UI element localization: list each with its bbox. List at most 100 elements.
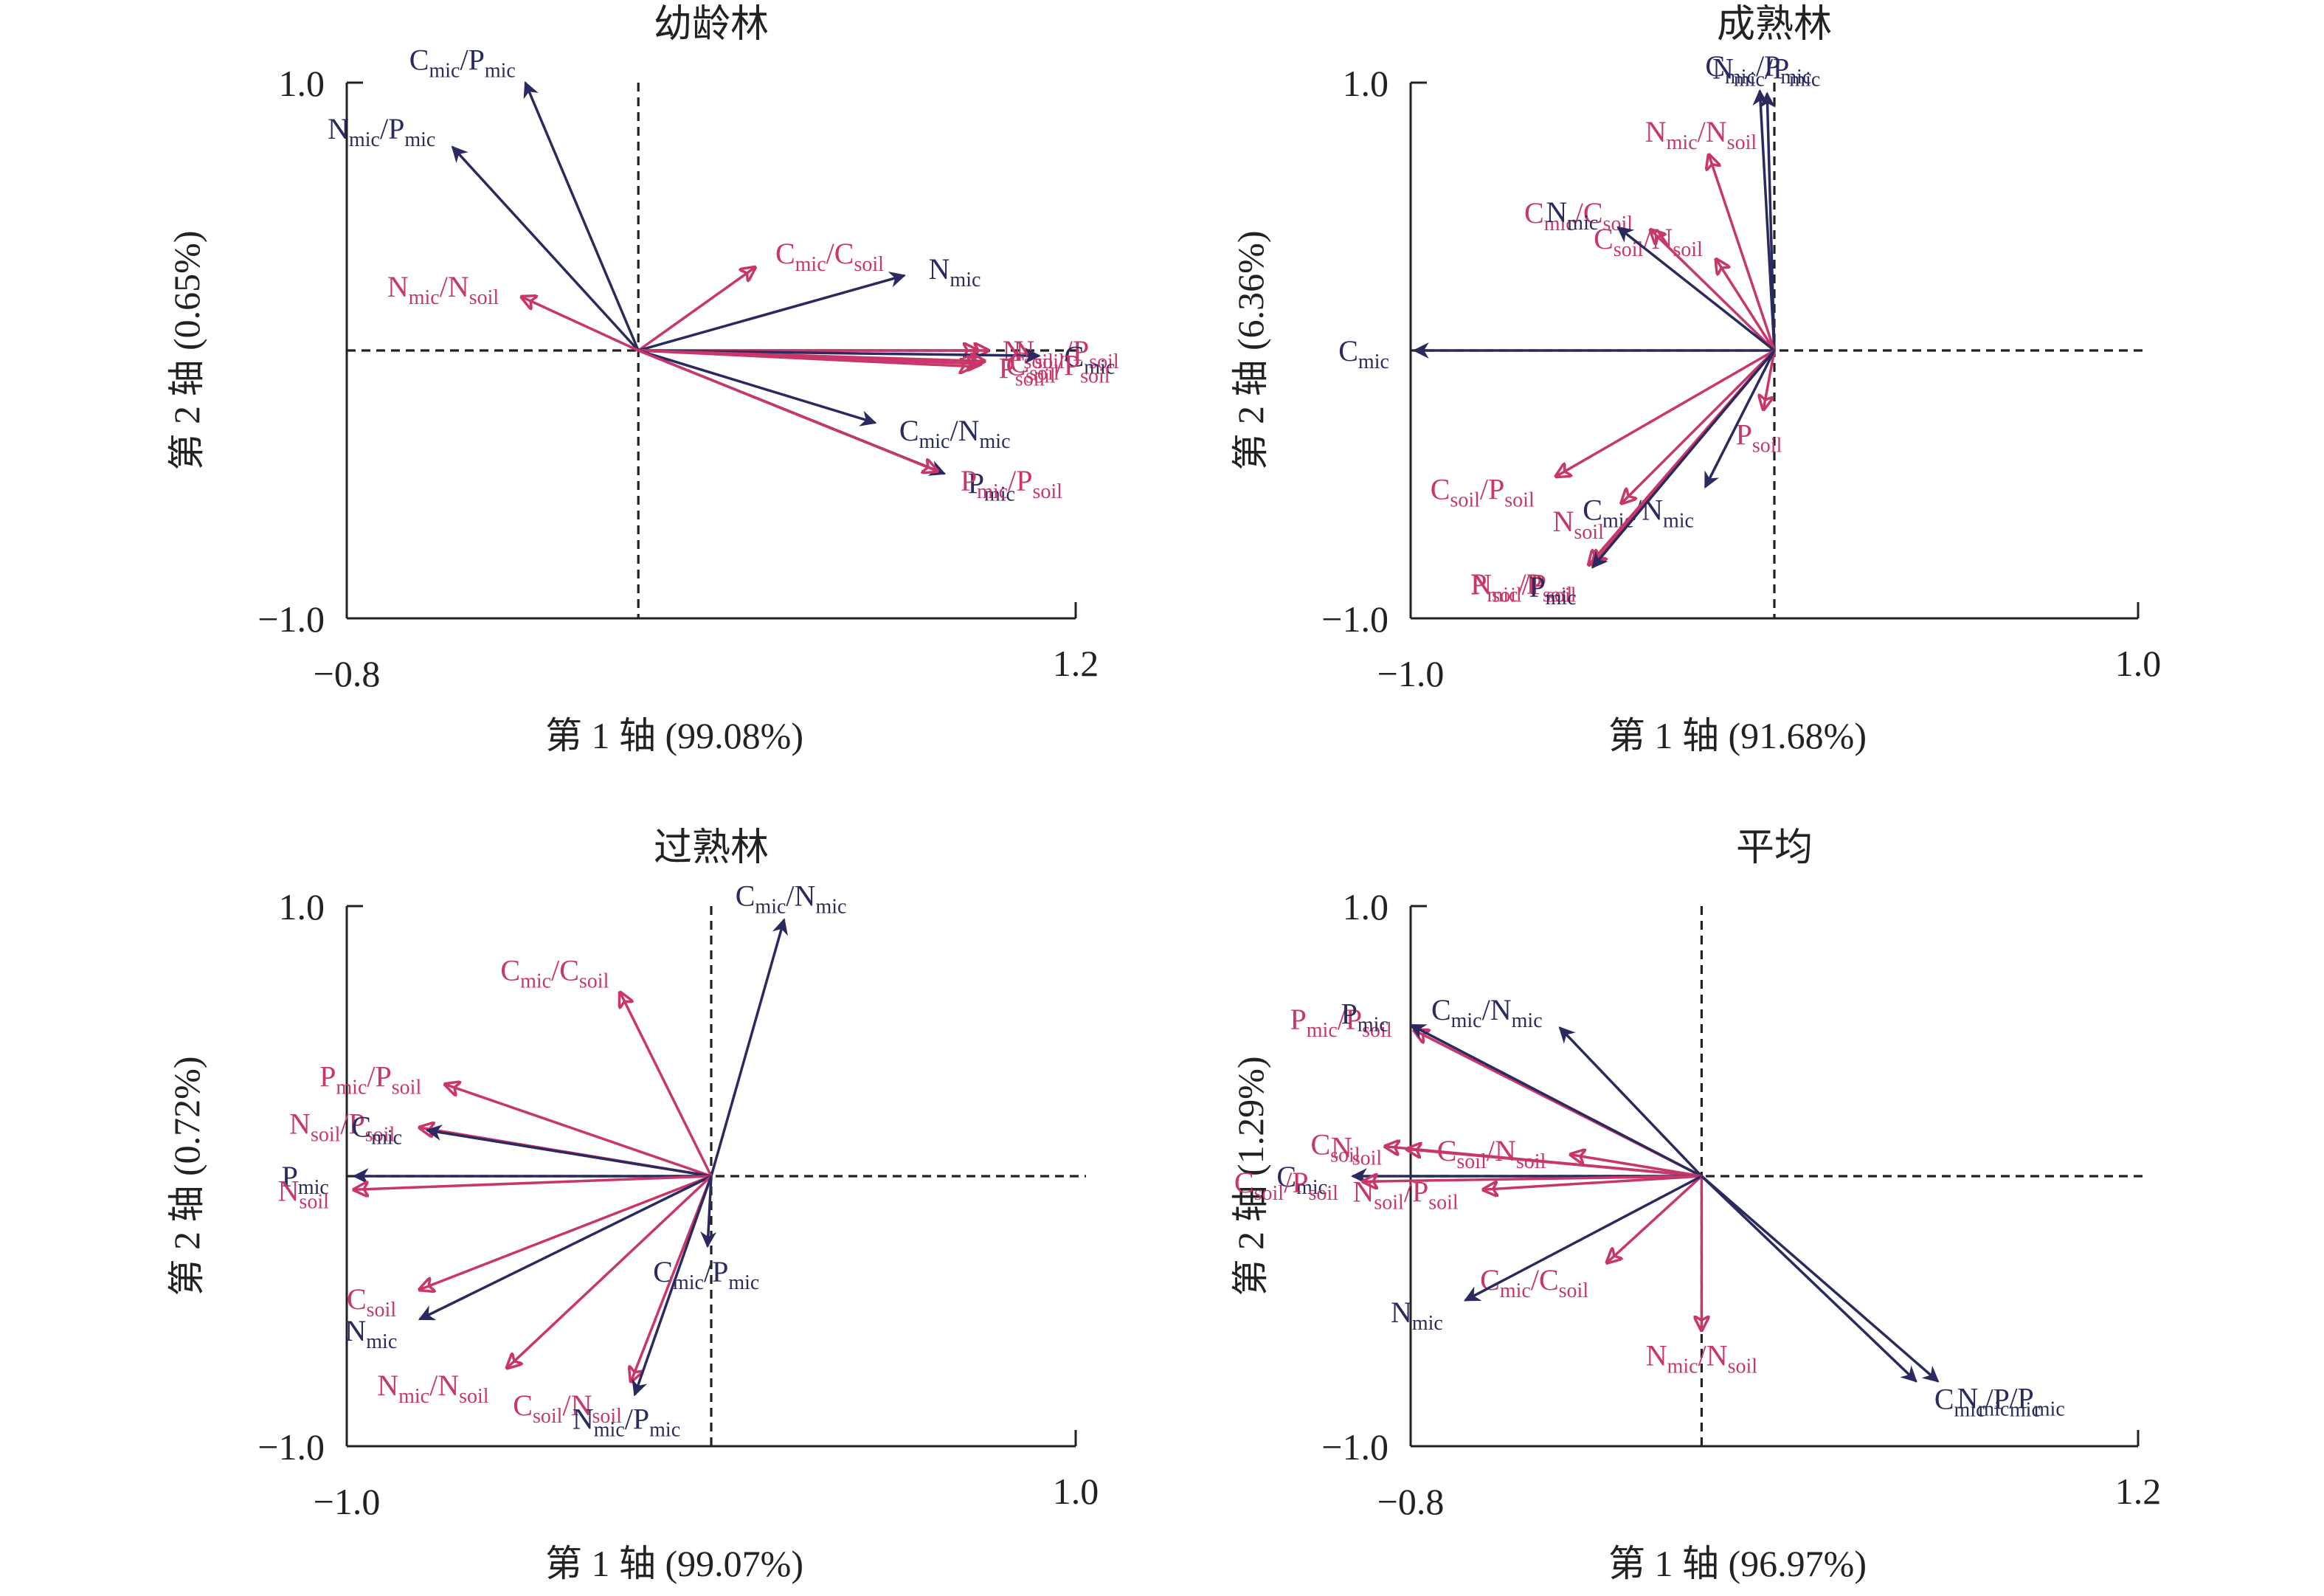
panel-title: 过熟林 [654,827,769,869]
y-axis-title: 第 2 轴 (0.72%) [166,1057,207,1296]
vector-arrow [1407,1149,1702,1178]
vector-arrow [1701,1175,1917,1383]
x-tick-label-right: 1.2 [1053,643,1099,684]
panel-title: 幼龄林 [654,4,769,46]
vector-arrow [1484,1175,1702,1189]
vector-label: Psoil [1736,418,1782,457]
vector-arrow [1650,230,1776,352]
panel-title: 成熟林 [1717,4,1832,46]
vector-arrow [631,1175,713,1381]
vector-label: Pmic [1529,570,1576,609]
y-tick-label-top: 1.0 [279,886,325,927]
vector-arrow [700,1175,717,1248]
vector-label: Cmic/Csoil [1480,1263,1588,1302]
vector-label: Pmic [1341,997,1388,1036]
vector-arrow [637,272,906,352]
vector-label: Cmic/Csoil [775,237,884,276]
x-axis-title: 第 1 轴 (96.97%) [1608,1543,1867,1584]
vector-label: Cmic/Pmic [1705,49,1811,89]
x-tick-label-right: 1.0 [2115,643,2162,684]
vector-label: Csoil/Psoil [1006,348,1110,387]
vector-label: Cmic/Nmic [736,880,847,919]
panel-3: 过熟林 1.0 −1.0 −1.0 1.0 第 1 轴 (99.07%) 第 2 轴 (0.… [166,827,1099,1584]
vector-arrow [1709,155,1776,351]
y-tick-label-top: 1.0 [1343,886,1389,927]
vector-arrow [420,1175,712,1290]
vector-label: Csoil/Nsoil [1437,1134,1546,1173]
vector-label: Pmic/Psoil [319,1060,421,1099]
vector-label: Cmic [1065,340,1116,379]
vector-label: Nmic/Nsoil [1645,115,1757,154]
panel-1: 幼龄林 1.0 −1.0 −0.8 1.2 第 1 轴 (99.08%) 第 2 轴 (0.… [166,4,1119,756]
x-tick-label-left: −0.8 [314,653,381,694]
vector-label: Nmic/Pmic [328,112,435,151]
vector-label: Nmic/Nsoil [377,1369,489,1408]
vector-label: Cmic [1338,334,1389,373]
x-tick-label-right: 1.2 [2115,1471,2162,1512]
vector-arrow [418,1175,712,1321]
vector-arrow [637,349,877,426]
vector-label: Nmic/Nsoil [1646,1339,1758,1378]
y-tick-label-bottom: −1.0 [257,1426,325,1468]
vector-arrow [1704,350,1776,489]
x-tick-label-right: 1.0 [1053,1471,1099,1512]
vector-label: Csoil/Psoil [1431,473,1535,512]
vector-arrow [354,1175,712,1189]
vector-label: Nmic [1546,196,1598,235]
vector-arrow [523,80,640,351]
vector-arrow [1616,226,1776,352]
x-axis-title: 第 1 轴 (99.07%) [545,1543,803,1584]
vector-label: Csoil [347,1282,396,1322]
vector-label: Nmic/Pmic [1712,52,1820,91]
panel-title: 平均 [1736,827,1813,869]
vector-label: Pmic/Psoil [1470,567,1572,607]
y-tick-label-top: 1.0 [279,63,325,104]
vector-label: Cmic/Csoil [500,954,609,993]
vector-label: Cmic/Nmic [899,414,1011,453]
vector-label: Cmic/Pmic [409,44,516,83]
x-tick-label-left: −0.8 [1377,1481,1445,1522]
vector-label: Csoil/Nsoil [513,1389,622,1428]
vector-label: Cmic/Pmic [653,1255,759,1294]
vector-arrow [1701,1175,1940,1383]
vector-label: Nsoil/Psoil [1352,1175,1458,1214]
x-tick-label-left: −1.0 [1377,653,1445,694]
vector-arrow [637,267,755,352]
vector-label: Nsoil/Psoil [289,1108,395,1147]
vector-label: Cmic/Nmic [1431,993,1543,1032]
vector-label: Pmic/Psoil [961,464,1062,503]
vector-arrow [1464,1175,1703,1302]
x-axis-title: 第 1 轴 (99.08%) [545,715,803,756]
vector-arrow [1571,1155,1702,1178]
vector-label: Nmic [345,1314,397,1353]
vector-label: Nsoil [1553,505,1605,544]
vector-arrow [1607,1175,1703,1262]
vector-label: Csoil/Psoil [1234,1166,1338,1205]
vector-label: Psoil [999,351,1045,390]
vector-arrow [1409,1023,1703,1178]
vector-arrow [445,1085,712,1178]
y-axis-title: 第 2 轴 (6.36%) [1230,231,1271,471]
vector-arrow [507,1175,713,1368]
vector-arrow [451,145,640,352]
vector-arrow [1556,349,1775,477]
vector-label: Nsoil/Psoil [1470,567,1576,607]
vector-arrow [638,349,973,367]
vector-arrow [1558,1026,1703,1178]
y-tick-label-top: 1.0 [1343,63,1389,104]
vector-arrow [1716,260,1776,351]
vector-arrow [1622,349,1776,503]
vector-label: Pmic [282,1160,329,1199]
vector-label: Cmic/Pmic [1934,1383,2041,1422]
vector-label: Nmic/Nsoil [387,270,499,309]
vector-arrow [522,297,639,352]
vector-arrow [1591,349,1776,569]
vector-label: Pmic [968,467,1015,506]
vector-arrow [1763,350,1776,410]
vector-label: Nmic/Pmic [573,1403,680,1442]
y-axis-title: 第 2 轴 (1.29%) [1230,1057,1271,1296]
vector-arrow [1759,91,1776,351]
vector-label: Nmic [929,252,981,291]
vector-arrow [637,349,937,471]
y-tick-label-bottom: −1.0 [257,598,325,640]
